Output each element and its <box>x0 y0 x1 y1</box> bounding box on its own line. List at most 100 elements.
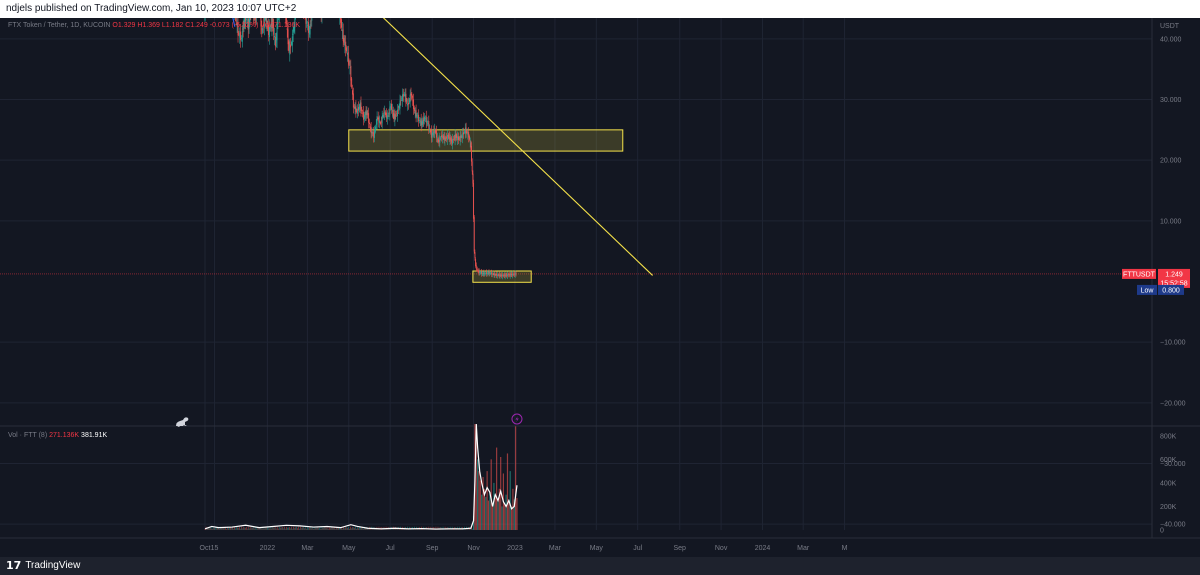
volume-bar <box>272 527 274 530</box>
candle-body <box>384 111 386 115</box>
support-zone-upper[interactable] <box>348 129 624 152</box>
candle-body <box>433 130 435 134</box>
volume-bar <box>309 527 311 530</box>
candle-body <box>405 93 407 102</box>
time-axis-label: Oct <box>200 545 211 552</box>
candle-body <box>237 22 239 36</box>
candle-body <box>350 65 352 81</box>
candle-body <box>413 99 414 110</box>
candle-body <box>293 23 295 32</box>
candle-body <box>244 18 246 24</box>
volume-bar <box>275 528 277 530</box>
volume-bar <box>233 528 234 530</box>
volume-bar <box>285 526 287 530</box>
time-axis-label: Mar <box>301 545 314 552</box>
volume-bar <box>274 526 276 530</box>
volume-legend-label[interactable]: Vol · FTT (8) <box>8 432 48 439</box>
candle-body <box>462 132 464 139</box>
candle-body <box>491 273 493 275</box>
candle-body <box>377 117 379 120</box>
volume-bar <box>210 526 212 530</box>
candle-body <box>381 115 383 124</box>
volume-bar <box>450 528 452 530</box>
time-axis-label: Nov <box>715 545 728 552</box>
volume-bar <box>207 527 209 530</box>
candle-body <box>268 26 270 38</box>
candle-body <box>410 93 412 96</box>
candle-body <box>486 272 488 274</box>
volume-bar <box>237 527 238 530</box>
volume-bar <box>335 526 337 530</box>
candle-body <box>273 23 275 35</box>
volume-bar <box>323 527 325 530</box>
volume-bar <box>261 528 263 530</box>
candle-body <box>378 116 380 123</box>
volume-bar <box>280 527 282 530</box>
legend-symbol[interactable]: FTX Token / Tether, 1D, KUCOIN <box>8 22 111 29</box>
volume-bar <box>475 426 477 530</box>
volume-bar <box>355 526 356 530</box>
candle-body <box>392 110 394 116</box>
candle-body <box>416 115 418 117</box>
volume-bar <box>310 527 312 530</box>
candle-body <box>465 127 467 133</box>
candle-body <box>459 135 461 141</box>
volume-bar <box>299 528 301 530</box>
candle-body <box>452 138 453 145</box>
volume-bar <box>235 528 236 530</box>
candle-body <box>357 107 359 111</box>
candle-body <box>446 136 448 139</box>
candle-body <box>509 273 511 276</box>
volume-bar <box>283 526 285 530</box>
candle-body <box>271 18 273 29</box>
flag-line-blue[interactable] <box>225 18 236 27</box>
volume-bar <box>317 527 319 530</box>
lightning-icon[interactable] <box>511 413 523 425</box>
volume-bar <box>346 527 347 530</box>
candle-body <box>385 112 387 118</box>
candle-body <box>369 122 370 125</box>
volume-bar <box>220 528 222 530</box>
volume-bar <box>506 453 509 530</box>
candle-body <box>428 121 430 129</box>
candle-body <box>481 273 483 274</box>
time-axis-label: May <box>590 545 604 552</box>
tradingview-logo[interactable]: 17 TradingView <box>6 557 80 575</box>
tradingview-brand: TradingView <box>25 560 81 571</box>
volume-bar <box>336 528 338 530</box>
volume-bar <box>219 526 221 530</box>
candle-body <box>347 52 349 63</box>
volume-bar <box>365 528 367 530</box>
candle-body <box>365 111 367 116</box>
candle-body <box>309 24 311 35</box>
volume-bar <box>341 528 343 530</box>
candle-body <box>510 274 512 275</box>
countdown-text: 15:52:58 <box>1160 280 1187 287</box>
volume-bar <box>304 528 306 530</box>
candle-body <box>204 18 206 21</box>
volume-bar <box>226 526 228 530</box>
candle-body <box>420 119 422 126</box>
candle-body <box>263 18 265 28</box>
candle-body <box>480 271 482 274</box>
candle-body <box>415 110 417 117</box>
chart-frame[interactable]: USDT80.00070.00060.00050.00040.00030.000… <box>0 18 1200 557</box>
candle-body <box>341 19 342 28</box>
candle-body <box>496 273 498 276</box>
descending-trendline[interactable] <box>217 18 653 276</box>
candle-body <box>366 110 368 115</box>
volume-bar <box>246 526 248 530</box>
candle-body <box>248 19 250 30</box>
support-zone-lower[interactable] <box>472 270 532 283</box>
chart-canvas[interactable]: USDT80.00070.00060.00050.00040.00030.000… <box>0 18 1200 557</box>
candle-body <box>245 18 247 21</box>
volume-bar <box>362 526 364 530</box>
candle-body <box>363 111 364 120</box>
price-axis-tick-label: 10.000 <box>1160 218 1182 225</box>
volume-bar <box>331 527 333 530</box>
volume-bar <box>340 526 342 530</box>
candle-body <box>393 113 395 119</box>
candle-body <box>445 138 447 139</box>
candle-body <box>463 131 465 133</box>
candle-body <box>360 102 362 111</box>
